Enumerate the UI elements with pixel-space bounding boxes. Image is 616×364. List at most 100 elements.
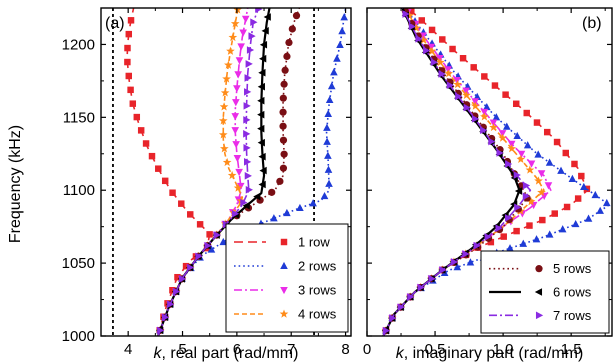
- data-point: [435, 54, 444, 63]
- data-point: [513, 227, 520, 235]
- series-7: [382, 8, 532, 336]
- data-point: [507, 144, 517, 153]
- data-point: [137, 127, 145, 134]
- data-point: [246, 46, 255, 54]
- data-point: [162, 313, 170, 322]
- data-point: [127, 86, 134, 94]
- data-point: [169, 189, 176, 196]
- data-point: [283, 52, 291, 61]
- data-point: [495, 224, 503, 232]
- data-point: [125, 30, 133, 38]
- data-point: [505, 160, 513, 168]
- data-point: [259, 40, 268, 49]
- data-point: [261, 27, 269, 35]
- data-point: [258, 152, 266, 161]
- data-point: [243, 102, 251, 110]
- data-point: [195, 252, 203, 261]
- data-point: [204, 241, 212, 250]
- data-point: [244, 172, 252, 180]
- data-point: [488, 137, 496, 146]
- data-point: [418, 17, 425, 24]
- data-point: [470, 64, 477, 71]
- data-point: [405, 11, 414, 20]
- data-point: [466, 258, 475, 266]
- data-point: [281, 66, 289, 74]
- data-point: [591, 190, 600, 199]
- data-point: [340, 13, 348, 21]
- data-point: [173, 287, 181, 296]
- data-point: [473, 241, 481, 250]
- data-point: [558, 225, 567, 233]
- data-point: [504, 214, 513, 222]
- data-point: [232, 141, 240, 149]
- data-point: [279, 136, 288, 144]
- data-point: [187, 263, 195, 272]
- data-point: [245, 60, 253, 68]
- data-point: [487, 238, 495, 246]
- data-point: [279, 108, 287, 116]
- data-point: [124, 58, 131, 66]
- data-point: [245, 185, 253, 194]
- series-1: [124, 8, 213, 336]
- x-tick-label: 7: [287, 341, 295, 358]
- data-point: [279, 164, 288, 172]
- data-point: [489, 122, 498, 132]
- legend-entry: 4 rows: [234, 307, 337, 322]
- data-point: [258, 180, 266, 189]
- data-point: [129, 100, 137, 107]
- legend-entry: 5 rows: [489, 261, 592, 276]
- data-point: [471, 98, 480, 106]
- data-point: [473, 92, 482, 100]
- data-point: [578, 172, 585, 180]
- data-point: [230, 19, 240, 28]
- data-point: [435, 57, 445, 67]
- panel-label: (a): [105, 15, 125, 32]
- data-point: [522, 181, 531, 190]
- data-point: [207, 245, 216, 253]
- data-point: [471, 115, 480, 123]
- data-point: [133, 113, 141, 121]
- x-tick-label: 4: [124, 341, 132, 358]
- data-point: [502, 122, 511, 130]
- data-point: [243, 144, 251, 152]
- data-point: [444, 66, 452, 74]
- legend-marker: [280, 286, 288, 295]
- data-point: [280, 80, 288, 88]
- data-point: [243, 116, 251, 124]
- data-point: [196, 221, 204, 228]
- data-point: [455, 92, 463, 101]
- data-point: [517, 150, 526, 158]
- data-point: [502, 91, 509, 98]
- data-point: [438, 70, 446, 78]
- legend-box: [480, 250, 610, 334]
- data-point: [324, 109, 333, 117]
- data-point: [323, 137, 331, 145]
- data-point: [516, 154, 526, 163]
- data-point: [453, 79, 462, 89]
- data-point: [419, 35, 428, 44]
- data-point: [239, 29, 247, 37]
- data-point: [218, 130, 228, 139]
- data-point: [382, 326, 391, 335]
- data-point: [257, 138, 265, 147]
- data-point: [323, 123, 331, 131]
- data-point: [219, 102, 229, 111]
- data-point: [257, 96, 265, 105]
- data-point: [257, 124, 265, 133]
- data-point: [427, 46, 437, 55]
- legend-marker: [280, 238, 288, 246]
- data-point: [157, 326, 165, 335]
- data-point: [309, 199, 317, 207]
- x-tick-label: 8: [341, 341, 349, 358]
- data-point: [125, 72, 133, 80]
- data-point: [276, 177, 284, 185]
- data-point: [338, 26, 346, 35]
- data-point: [537, 170, 546, 178]
- data-point: [232, 99, 240, 107]
- data-point: [279, 122, 287, 130]
- data-point: [333, 54, 341, 62]
- data-point: [220, 144, 229, 153]
- plot-frame: [366, 7, 613, 337]
- x-tick-label: 1.0: [493, 341, 514, 358]
- data-point: [450, 258, 459, 266]
